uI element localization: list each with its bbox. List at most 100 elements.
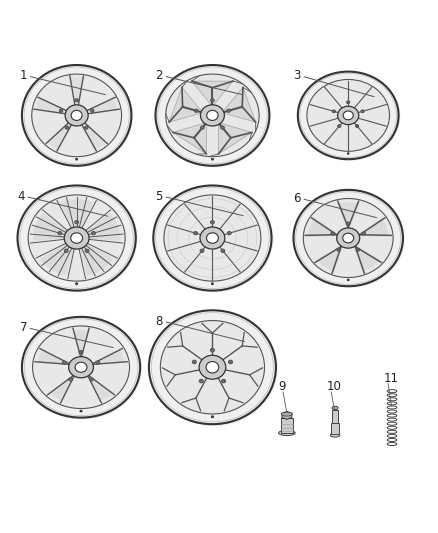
Ellipse shape: [332, 406, 338, 410]
Ellipse shape: [222, 250, 224, 252]
Ellipse shape: [75, 362, 87, 372]
Ellipse shape: [307, 79, 389, 151]
Ellipse shape: [206, 361, 219, 373]
Ellipse shape: [338, 106, 359, 125]
Text: 4: 4: [18, 190, 25, 203]
Ellipse shape: [59, 109, 63, 112]
Ellipse shape: [337, 228, 360, 248]
Polygon shape: [40, 244, 74, 276]
Ellipse shape: [64, 227, 89, 249]
Ellipse shape: [279, 430, 295, 435]
Ellipse shape: [60, 110, 62, 111]
Ellipse shape: [347, 279, 350, 281]
Ellipse shape: [347, 101, 349, 103]
Ellipse shape: [76, 221, 78, 223]
Ellipse shape: [32, 326, 130, 408]
Polygon shape: [87, 213, 120, 241]
Polygon shape: [169, 87, 201, 122]
Ellipse shape: [228, 110, 230, 111]
Ellipse shape: [65, 105, 88, 126]
Polygon shape: [60, 199, 93, 227]
Ellipse shape: [200, 227, 225, 249]
Ellipse shape: [85, 126, 88, 129]
Ellipse shape: [154, 186, 273, 293]
Ellipse shape: [332, 110, 336, 113]
Ellipse shape: [65, 250, 67, 252]
Bar: [332, 410, 338, 423]
Ellipse shape: [79, 351, 83, 354]
Text: 10: 10: [326, 381, 341, 393]
Polygon shape: [224, 87, 256, 122]
Ellipse shape: [22, 65, 131, 166]
Text: 1: 1: [20, 69, 27, 83]
Polygon shape: [173, 123, 207, 154]
Ellipse shape: [149, 310, 276, 424]
Ellipse shape: [212, 221, 213, 223]
Ellipse shape: [338, 125, 341, 127]
Ellipse shape: [362, 232, 366, 235]
Ellipse shape: [18, 185, 136, 290]
Text: 6: 6: [293, 192, 301, 205]
Ellipse shape: [18, 186, 138, 293]
Ellipse shape: [332, 233, 334, 235]
Ellipse shape: [201, 105, 224, 126]
Ellipse shape: [346, 101, 350, 104]
Ellipse shape: [207, 233, 218, 243]
Ellipse shape: [75, 158, 78, 160]
Ellipse shape: [356, 125, 359, 127]
Bar: [281, 418, 293, 433]
Ellipse shape: [66, 127, 68, 128]
Ellipse shape: [70, 378, 72, 381]
Ellipse shape: [75, 282, 78, 285]
Ellipse shape: [356, 125, 358, 127]
Ellipse shape: [97, 362, 99, 364]
Ellipse shape: [212, 99, 213, 101]
Polygon shape: [33, 213, 67, 241]
Polygon shape: [337, 203, 359, 228]
Ellipse shape: [160, 320, 265, 414]
Polygon shape: [88, 98, 117, 114]
Ellipse shape: [222, 127, 223, 128]
Ellipse shape: [333, 110, 335, 112]
Polygon shape: [49, 374, 76, 401]
Polygon shape: [316, 246, 343, 271]
Polygon shape: [83, 124, 106, 149]
Ellipse shape: [85, 127, 87, 128]
Ellipse shape: [200, 380, 202, 382]
Ellipse shape: [86, 250, 88, 252]
Ellipse shape: [194, 232, 197, 234]
Text: 5: 5: [155, 190, 163, 203]
Ellipse shape: [211, 158, 214, 160]
Ellipse shape: [150, 311, 278, 426]
Ellipse shape: [356, 248, 360, 251]
Ellipse shape: [227, 109, 230, 112]
Ellipse shape: [339, 125, 340, 127]
Polygon shape: [218, 123, 252, 154]
Ellipse shape: [32, 74, 121, 157]
Ellipse shape: [85, 249, 89, 253]
Polygon shape: [70, 77, 83, 103]
Ellipse shape: [229, 360, 233, 364]
Ellipse shape: [343, 111, 353, 120]
Polygon shape: [282, 411, 292, 419]
Ellipse shape: [210, 348, 215, 352]
Polygon shape: [90, 349, 124, 365]
Ellipse shape: [63, 362, 65, 364]
Text: 2: 2: [155, 69, 163, 83]
Ellipse shape: [92, 232, 95, 234]
Ellipse shape: [91, 109, 94, 112]
Ellipse shape: [75, 221, 78, 224]
Ellipse shape: [156, 66, 271, 167]
Ellipse shape: [166, 74, 259, 157]
Text: 11: 11: [383, 372, 398, 385]
Ellipse shape: [228, 232, 230, 234]
Ellipse shape: [64, 249, 68, 253]
Ellipse shape: [71, 233, 82, 243]
Polygon shape: [80, 244, 113, 276]
Ellipse shape: [164, 195, 261, 281]
Ellipse shape: [69, 357, 93, 378]
Ellipse shape: [294, 191, 405, 288]
Ellipse shape: [96, 361, 100, 364]
Ellipse shape: [23, 318, 142, 419]
Polygon shape: [38, 349, 72, 365]
